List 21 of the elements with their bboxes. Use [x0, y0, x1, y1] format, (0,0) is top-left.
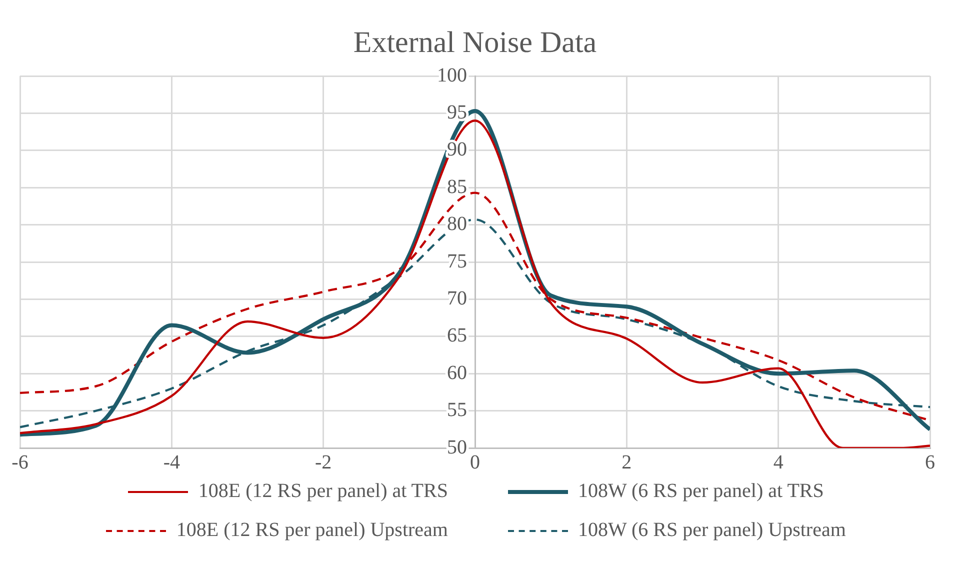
x-tick-label: 4: [773, 451, 784, 474]
legend-label: 108W (6 RS per panel) at TRS: [578, 480, 824, 503]
y-tick-label: 75: [447, 250, 467, 272]
x-tick-label: 6: [925, 451, 935, 474]
chart-title: External Noise Data: [353, 26, 597, 59]
legend-label: 108E (12 RS per panel) Upstream: [176, 519, 448, 542]
x-tick-label: -2: [314, 451, 332, 474]
y-tick-label: 55: [447, 399, 467, 422]
y-tick-label: 100: [437, 64, 467, 86]
legend-label: 108W (6 RS per panel) Upstream: [578, 519, 846, 542]
x-tick-label: 0: [470, 451, 480, 474]
y-tick-label: 65: [447, 324, 467, 347]
legend-label: 108E (12 RS per panel) at TRS: [198, 480, 448, 503]
y-tick-label: 60: [447, 362, 467, 384]
x-tick-label: -4: [163, 451, 180, 474]
x-tick-label: 2: [622, 451, 632, 474]
y-tick-label: 70: [447, 287, 467, 310]
x-tick-label: -6: [12, 451, 28, 474]
y-tick-label: 95: [447, 101, 467, 124]
y-tick-label: 85: [447, 176, 467, 198]
y-tick-label: 50: [447, 436, 467, 458]
